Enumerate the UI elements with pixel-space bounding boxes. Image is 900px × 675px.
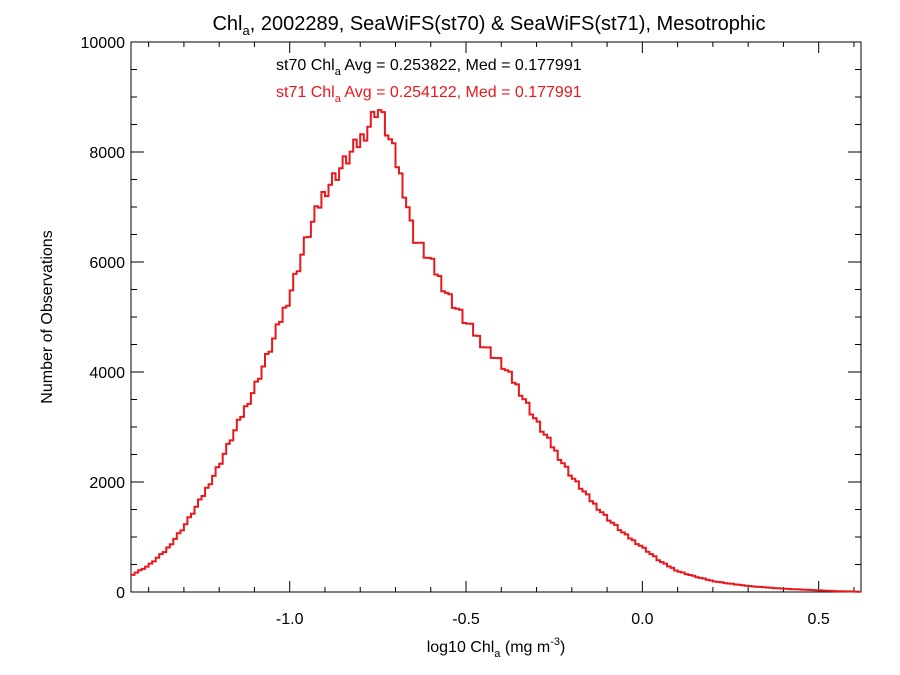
- annotation-st70-post: Avg = 0.253822, Med = 0.177991: [341, 57, 582, 74]
- x-tick-label: 0.5: [808, 611, 830, 628]
- x-label-sub: a: [494, 648, 501, 660]
- x-tick-label: -1.0: [276, 611, 304, 628]
- chart-title: Chla, 2002289, SeaWiFS(st70) & SeaWiFS(s…: [212, 13, 765, 38]
- y-tick-label: 10000: [81, 35, 126, 52]
- annotation-st71-pre: st71 Chl: [276, 84, 335, 101]
- annotation-st70-pre: st70 Chl: [276, 57, 335, 74]
- y-tick-label: 0: [116, 585, 125, 602]
- annotation-st70: st70 Chla Avg = 0.253822, Med = 0.177991: [276, 57, 582, 78]
- x-label-mid: (mg m: [500, 639, 550, 656]
- x-label-post: ): [560, 639, 565, 656]
- x-tick-label: 0.0: [631, 611, 653, 628]
- axis-ticks: [131, 41, 861, 593]
- series-group: [131, 109, 861, 593]
- chart-title-post: , 2002289, SeaWiFS(st70) & SeaWiFS(st71)…: [250, 13, 766, 35]
- y-tick-label: 8000: [89, 145, 125, 162]
- annotation-st71: st71 Chla Avg = 0.254122, Med = 0.177991: [276, 84, 582, 105]
- plot-frame: [130, 41, 862, 593]
- y-tick-label: 6000: [89, 255, 125, 272]
- annotation-st70-sub: a: [335, 66, 342, 78]
- y-tick-label: 4000: [89, 365, 125, 382]
- series-st71-histogram: [131, 109, 861, 593]
- chart-title-sub: a: [243, 23, 251, 38]
- y-tick-labels: 0 2000 4000 6000 8000 10000: [81, 35, 126, 602]
- x-tick-labels: -1.0 -0.5 0.0 0.5: [276, 611, 830, 628]
- annotation-st71-post: Avg = 0.254122, Med = 0.177991: [341, 84, 582, 101]
- x-label-sup: -3: [550, 636, 560, 648]
- x-axis-label: log10 Chla (mg m-3): [427, 636, 566, 660]
- y-axis-label: Number of Observations: [39, 230, 56, 403]
- y-tick-label: 2000: [89, 475, 125, 492]
- x-tick-label: -0.5: [452, 611, 480, 628]
- x-label-pre: log10 Chl: [427, 639, 495, 656]
- chart-title-pre: Chl: [212, 13, 242, 35]
- annotation-st71-sub: a: [335, 93, 342, 105]
